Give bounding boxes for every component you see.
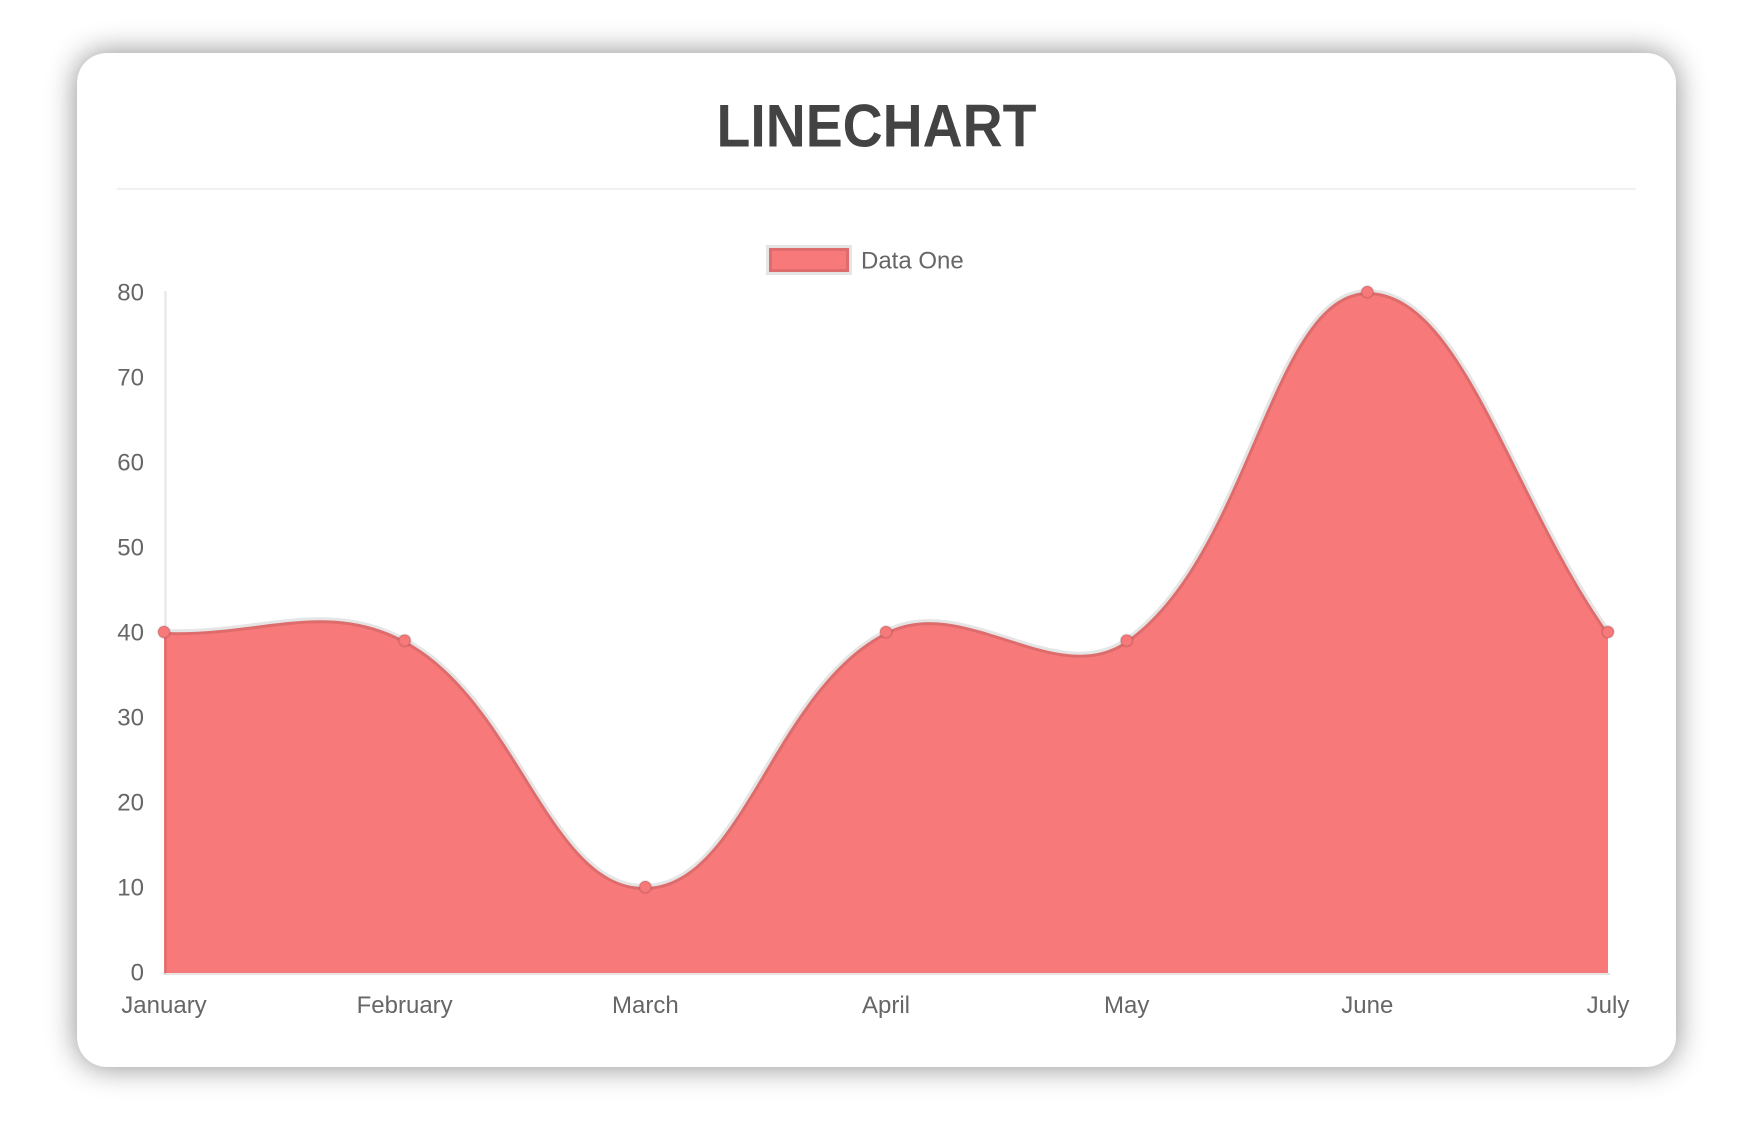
svg-text:40: 40 bbox=[117, 620, 144, 647]
svg-text:June: June bbox=[1341, 992, 1393, 1019]
svg-text:30: 30 bbox=[117, 705, 144, 732]
svg-text:80: 80 bbox=[117, 280, 144, 307]
svg-text:July: July bbox=[1587, 992, 1630, 1019]
svg-text:March: March bbox=[612, 992, 679, 1019]
svg-text:May: May bbox=[1104, 992, 1149, 1019]
svg-text:LINECHART: LINECHART bbox=[717, 93, 1037, 160]
svg-text:20: 20 bbox=[117, 790, 144, 817]
svg-text:Data One: Data One bbox=[861, 248, 964, 275]
svg-text:April: April bbox=[862, 992, 910, 1019]
svg-text:10: 10 bbox=[117, 875, 144, 902]
svg-text:February: February bbox=[357, 992, 453, 1019]
svg-text:January: January bbox=[121, 992, 206, 1019]
svg-text:60: 60 bbox=[117, 450, 144, 477]
svg-text:70: 70 bbox=[117, 365, 144, 392]
svg-text:50: 50 bbox=[117, 535, 144, 562]
svg-text:0: 0 bbox=[131, 960, 144, 987]
